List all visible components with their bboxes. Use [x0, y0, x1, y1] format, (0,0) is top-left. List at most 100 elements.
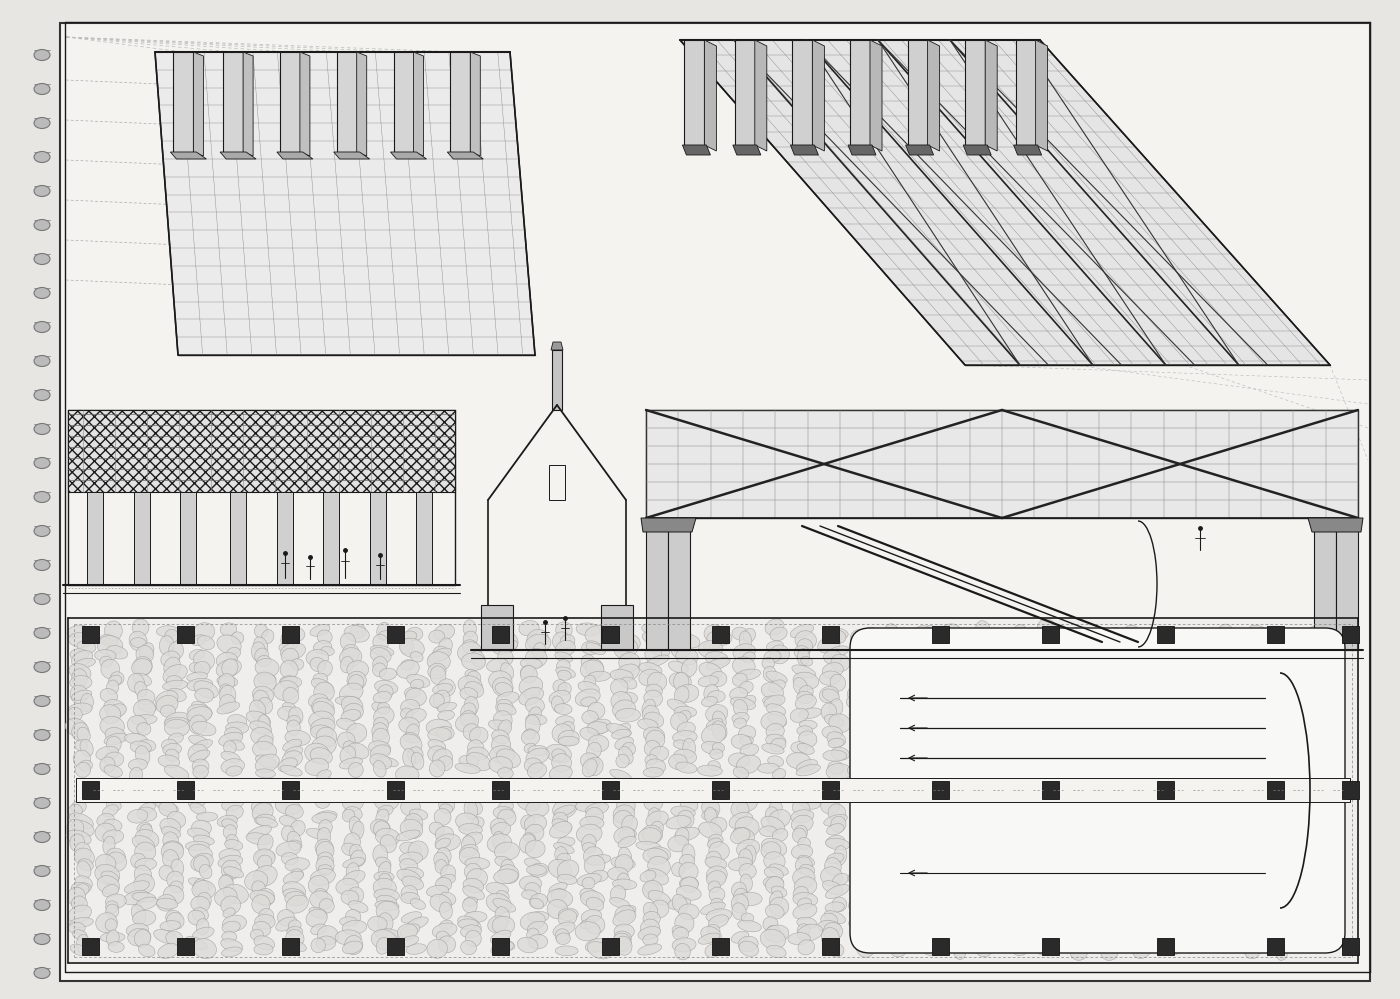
Ellipse shape: [676, 684, 699, 702]
Ellipse shape: [1158, 854, 1179, 870]
Ellipse shape: [160, 865, 174, 880]
Ellipse shape: [378, 873, 392, 890]
Ellipse shape: [1159, 863, 1183, 880]
Ellipse shape: [372, 634, 388, 650]
Ellipse shape: [976, 620, 990, 638]
Ellipse shape: [848, 919, 869, 931]
Ellipse shape: [458, 919, 479, 929]
Ellipse shape: [1008, 701, 1026, 711]
Ellipse shape: [1065, 748, 1079, 757]
Bar: [482, 605, 512, 650]
Ellipse shape: [825, 902, 844, 913]
Ellipse shape: [459, 847, 480, 865]
Ellipse shape: [1305, 881, 1319, 901]
Ellipse shape: [739, 736, 753, 745]
Ellipse shape: [640, 870, 657, 882]
Ellipse shape: [218, 875, 234, 893]
Ellipse shape: [398, 924, 417, 940]
Polygon shape: [391, 152, 427, 159]
Ellipse shape: [350, 850, 365, 866]
Ellipse shape: [1242, 734, 1264, 752]
Ellipse shape: [1222, 757, 1236, 766]
Bar: [230, 492, 246, 585]
Ellipse shape: [1189, 690, 1212, 708]
Ellipse shape: [1280, 629, 1298, 640]
Ellipse shape: [1007, 720, 1033, 736]
Ellipse shape: [1161, 639, 1183, 655]
Ellipse shape: [105, 894, 126, 908]
Ellipse shape: [489, 670, 512, 690]
Ellipse shape: [741, 874, 752, 892]
Ellipse shape: [944, 670, 959, 687]
Ellipse shape: [372, 722, 388, 740]
Ellipse shape: [284, 746, 302, 758]
Ellipse shape: [1124, 758, 1142, 769]
Ellipse shape: [190, 896, 210, 912]
Ellipse shape: [619, 692, 637, 705]
Ellipse shape: [336, 878, 358, 895]
Ellipse shape: [1128, 660, 1152, 675]
Ellipse shape: [854, 831, 869, 847]
Ellipse shape: [644, 727, 665, 743]
Ellipse shape: [1221, 934, 1238, 945]
Ellipse shape: [251, 890, 274, 904]
Ellipse shape: [820, 913, 837, 927]
Ellipse shape: [553, 842, 574, 854]
Ellipse shape: [743, 628, 756, 642]
Ellipse shape: [349, 674, 364, 690]
Ellipse shape: [613, 810, 633, 829]
Ellipse shape: [582, 877, 595, 889]
Ellipse shape: [946, 925, 967, 941]
Ellipse shape: [949, 661, 970, 675]
Ellipse shape: [770, 645, 790, 663]
Ellipse shape: [797, 759, 818, 772]
Ellipse shape: [1131, 857, 1152, 873]
Ellipse shape: [104, 819, 122, 832]
Ellipse shape: [395, 766, 419, 783]
Ellipse shape: [1121, 852, 1144, 871]
Ellipse shape: [1127, 742, 1152, 762]
Ellipse shape: [581, 660, 603, 679]
Ellipse shape: [134, 858, 157, 870]
Ellipse shape: [1156, 817, 1176, 830]
Ellipse shape: [1186, 888, 1204, 903]
Ellipse shape: [162, 832, 178, 850]
Ellipse shape: [878, 884, 902, 897]
Ellipse shape: [126, 923, 148, 937]
Ellipse shape: [224, 884, 248, 904]
Ellipse shape: [616, 936, 631, 955]
Ellipse shape: [381, 835, 396, 852]
Ellipse shape: [34, 390, 50, 401]
Ellipse shape: [643, 934, 658, 945]
Ellipse shape: [1159, 858, 1179, 869]
Ellipse shape: [280, 660, 298, 678]
Bar: [1341, 626, 1358, 643]
Ellipse shape: [1127, 632, 1145, 649]
Ellipse shape: [615, 854, 633, 873]
Ellipse shape: [1281, 676, 1301, 689]
Ellipse shape: [886, 729, 909, 746]
Ellipse shape: [1221, 811, 1239, 823]
Ellipse shape: [256, 655, 272, 666]
Ellipse shape: [729, 812, 753, 829]
Bar: [277, 492, 293, 585]
Ellipse shape: [672, 862, 685, 876]
Ellipse shape: [220, 684, 232, 697]
Ellipse shape: [676, 762, 697, 773]
Ellipse shape: [1155, 707, 1175, 724]
Ellipse shape: [881, 706, 897, 726]
Ellipse shape: [34, 254, 50, 265]
Ellipse shape: [855, 808, 875, 824]
Ellipse shape: [1033, 892, 1057, 904]
Ellipse shape: [134, 874, 154, 894]
Ellipse shape: [616, 723, 630, 733]
Ellipse shape: [798, 648, 809, 666]
Ellipse shape: [307, 909, 328, 927]
Ellipse shape: [438, 874, 455, 885]
Ellipse shape: [553, 679, 567, 693]
Ellipse shape: [491, 822, 511, 837]
Bar: [176, 626, 193, 643]
Ellipse shape: [1123, 737, 1147, 756]
Ellipse shape: [410, 651, 423, 662]
Ellipse shape: [158, 755, 179, 767]
